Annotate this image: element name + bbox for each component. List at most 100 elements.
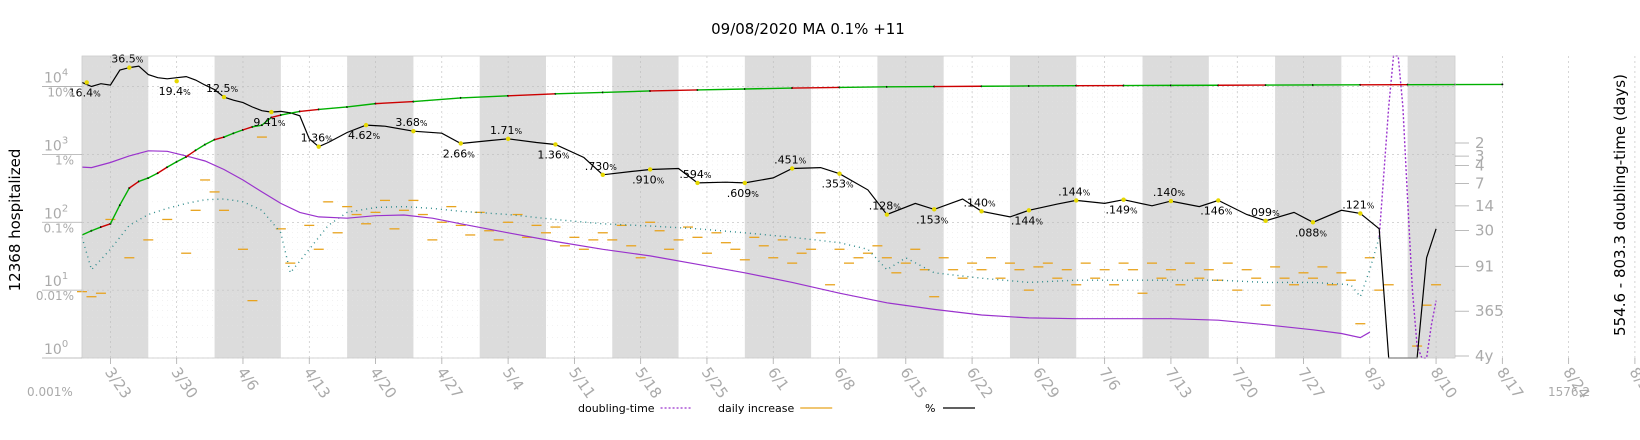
cumulative-segment	[261, 116, 272, 126]
left-tick-label: 102	[44, 203, 68, 222]
cumulative-segment	[290, 110, 300, 114]
left-tick-label: 100	[44, 339, 68, 358]
right-tick-label: 7	[1475, 174, 1485, 192]
cumulative-segment	[214, 136, 225, 141]
series-layer	[77, 55, 1504, 359]
cumulative-segment	[176, 156, 187, 163]
right-tick-label: 91	[1475, 257, 1494, 275]
x-tick-label: 5/11	[565, 364, 599, 402]
pct-annotation-sign: %	[988, 199, 996, 208]
cumulative-segment	[109, 204, 121, 225]
legend: doubling-time daily increase%	[578, 402, 975, 415]
x-tick-label: 7/6	[1095, 364, 1124, 394]
cumulative-segment	[697, 88, 745, 91]
pct-marker	[363, 122, 369, 128]
pct-marker	[269, 109, 274, 115]
x-tick-label: 5/4	[499, 364, 528, 394]
left-tick-pct: 0.01%	[36, 289, 74, 303]
doubling-dotted-line	[81, 198, 1380, 299]
x-tick-label: 6/1	[764, 364, 793, 394]
x-tick-label: 8/31	[1626, 364, 1640, 402]
left-tick-exponent: 3	[62, 135, 68, 146]
week-band	[479, 56, 546, 358]
cumulative-segment	[81, 230, 92, 236]
pct-annotation-sign: %	[420, 119, 428, 128]
week-band	[1142, 56, 1209, 358]
cumulative-segment	[100, 223, 111, 228]
pct-marker	[174, 78, 179, 84]
pct-marker	[789, 166, 795, 171]
x-tick-label: 4/13	[300, 364, 334, 402]
plot-frame	[81, 55, 1456, 359]
cumulative-segment	[252, 124, 263, 128]
cumulative-segment	[223, 132, 234, 138]
week-band	[1275, 56, 1342, 358]
pct-marker	[411, 128, 416, 134]
pct-marker	[127, 65, 132, 70]
x-tick-label: 4/27	[433, 364, 467, 402]
right-tick-label: 2	[1475, 134, 1485, 152]
week-band	[214, 56, 281, 358]
pct-annotation-sign: %	[1083, 188, 1091, 197]
cumulative-segment	[185, 149, 197, 158]
cumulative-segment	[413, 97, 461, 103]
pct-annotation-sign: %	[325, 135, 333, 144]
pct-annotation-sign: %	[1272, 209, 1280, 218]
x-tick-label: 6/15	[897, 364, 931, 402]
pct-marker	[647, 167, 653, 172]
pct-annotation: 4.62%	[348, 129, 381, 142]
pct-marker	[600, 172, 605, 178]
pct-annotation: .099%	[1248, 206, 1281, 219]
week-band	[612, 56, 679, 358]
pct-annotation: .594%	[679, 168, 712, 181]
legend-label: daily increase	[718, 402, 794, 415]
pct-annotation-sign: %	[704, 171, 712, 180]
legend-label: %	[925, 402, 935, 415]
pct-marker	[505, 136, 511, 141]
left-tick-pct: 1%	[55, 153, 74, 167]
pct-annotation: .153%	[916, 213, 949, 226]
cumulative-segment	[792, 86, 840, 89]
pct-annotation: .910%	[632, 173, 665, 186]
pct-annotation: 1.36%	[301, 132, 334, 145]
left-tick-pct: 10%	[47, 86, 74, 100]
right-tick-label: 3	[1475, 147, 1485, 165]
week-band	[877, 56, 944, 358]
pct-annotation: .149%	[1106, 204, 1139, 217]
pct-marker	[884, 212, 890, 217]
right-tick-label: 4y	[1475, 347, 1494, 365]
pct-annotation-sign: %	[278, 119, 286, 128]
left-tick-label: 101	[44, 271, 68, 290]
annotation-layer: 16.4% 36.5% 19.4% 12.5% 9.41% 1.36% 4.62% 3.68%…	[69, 53, 1375, 240]
doubling-smooth-line	[81, 150, 1371, 339]
pct-annotation-sign: %	[1130, 207, 1138, 216]
pct-annotation: 12.5%	[206, 82, 239, 95]
legend-label: doubling-time	[578, 402, 655, 415]
pct-annotation: .353%	[821, 178, 854, 191]
pct-annotation-sign: %	[941, 216, 949, 225]
right-tick-label: 365	[1475, 302, 1504, 320]
pct-annotation-sign: %	[893, 203, 901, 212]
pct-annotation-sign: %	[609, 163, 617, 172]
cumulative-point	[1501, 83, 1504, 86]
pct-marker	[458, 141, 463, 146]
cumulative-segment	[460, 95, 509, 99]
pct-annotation-sign: %	[751, 190, 759, 199]
doubling-spike-line	[1378, 55, 1437, 359]
cumulative-segment	[233, 129, 244, 134]
pct-annotation: 3.68%	[395, 116, 428, 129]
cumulative-segment	[242, 126, 253, 131]
pct-annotation: .144%	[1011, 214, 1044, 227]
cumulative-segment	[375, 100, 414, 105]
pct-line	[81, 65, 1437, 359]
right-tick-label: 14	[1475, 197, 1494, 215]
pct-annotation-sign: %	[1177, 189, 1185, 198]
pct-marker	[1121, 197, 1126, 202]
pct-annotation-sign: %	[799, 156, 807, 165]
pct-marker	[316, 144, 321, 149]
pct-annotation-sign: %	[183, 88, 191, 97]
pct-marker	[84, 80, 89, 85]
pct-annotation: 9.41%	[253, 116, 286, 129]
left-tick-exponent: 0	[62, 339, 68, 350]
pct-annotation: .730%	[585, 160, 618, 173]
